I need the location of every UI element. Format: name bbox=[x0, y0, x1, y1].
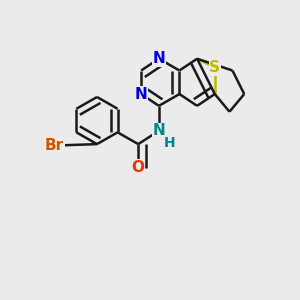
Text: Br: Br bbox=[45, 138, 64, 153]
Text: O: O bbox=[132, 160, 145, 175]
Text: S: S bbox=[209, 60, 220, 75]
Text: N: N bbox=[135, 87, 148, 102]
Text: N: N bbox=[152, 123, 165, 138]
Text: N: N bbox=[152, 51, 165, 66]
Text: H: H bbox=[163, 136, 175, 150]
